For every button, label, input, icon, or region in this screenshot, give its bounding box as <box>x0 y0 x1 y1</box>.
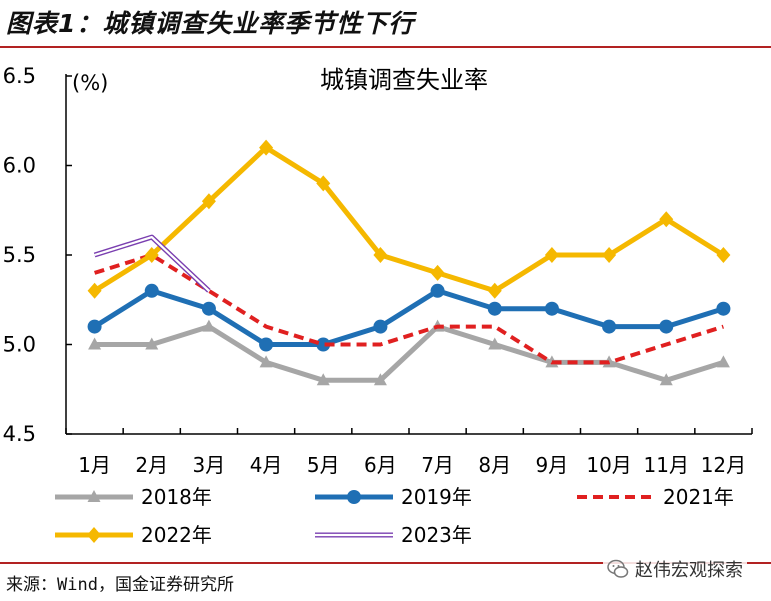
legend-label: 2018年 <box>141 485 212 509</box>
y-axis-unit: (%) <box>72 71 108 95</box>
y-tick-label: 4.5 <box>3 422 36 446</box>
y-tick-label: 5.5 <box>3 243 36 267</box>
triangle-marker <box>316 373 330 386</box>
x-tick-label: 9月 <box>536 453 569 477</box>
triangle-marker <box>373 373 387 386</box>
series-line-inner <box>94 236 210 292</box>
diamond-marker <box>544 247 559 263</box>
x-tick-label: 5月 <box>307 453 340 477</box>
legend-label: 2023年 <box>401 523 472 547</box>
triangle-marker <box>259 355 273 368</box>
diamond-marker <box>602 247 617 263</box>
diamond-marker <box>316 175 331 192</box>
circle-marker <box>144 283 159 298</box>
x-tick-label: 12月 <box>701 453 746 477</box>
series-2019 <box>87 283 731 352</box>
circle-marker <box>201 301 216 316</box>
circle-marker <box>487 301 502 316</box>
triangle-marker <box>145 337 159 350</box>
circle-marker <box>316 337 331 352</box>
wechat-icon <box>607 559 629 578</box>
triangle-marker <box>716 355 730 368</box>
y-tick-label: 5.0 <box>3 333 36 357</box>
figure-title: 图表1：城镇调查失业率季节性下行 <box>6 9 415 38</box>
triangle-marker <box>488 337 502 350</box>
x-tick-label: 7月 <box>421 453 454 477</box>
source-note: 来源：Wind，国金证券研究所 <box>6 575 234 595</box>
series-layer <box>87 139 731 386</box>
axes: 4.5 5.0 5.5 6.0 6.5 1月 2月 3月 4月 5月 6月 7月 8月 9月 10月 11月 1… <box>3 64 753 477</box>
diamond-marker <box>144 247 159 263</box>
diamond-marker <box>373 247 388 263</box>
unemployment-rate-chart: 城镇调查失业率 (%) 4.5 5.0 5.5 6.0 6.5 1月 2月 3月 4月 5月 6月 7… <box>3 64 753 547</box>
circle-marker <box>544 301 559 316</box>
x-tick-label: 1月 <box>78 453 111 477</box>
circle-marker <box>716 301 731 316</box>
triangle-marker <box>88 337 102 350</box>
x-tick-label: 10月 <box>586 453 631 477</box>
triangle-marker <box>659 373 673 386</box>
circle-marker <box>659 319 674 334</box>
circle-marker <box>373 319 388 334</box>
y-tick-label: 6.5 <box>3 64 36 88</box>
circle-marker <box>602 319 617 334</box>
circle-marker <box>430 283 445 298</box>
triangle-marker <box>202 319 216 332</box>
source-rule <box>0 562 771 564</box>
series-line <box>94 324 725 383</box>
series-2022 <box>87 139 731 299</box>
diamond-marker <box>659 211 674 228</box>
legend-item-2018: 2018年 <box>55 485 212 509</box>
x-tick-label: 11月 <box>644 453 689 477</box>
x-tick-label: 6月 <box>364 453 397 477</box>
legend-item-2019: 2019年 <box>315 485 472 509</box>
series-2018 <box>88 319 730 386</box>
diamond-marker <box>487 282 502 299</box>
x-tick-label: 8月 <box>478 453 511 477</box>
series-2023 <box>93 234 211 293</box>
title-rule <box>0 46 771 48</box>
y-tick-label: 6.0 <box>3 154 36 178</box>
x-tick-label: 2月 <box>135 453 168 477</box>
diamond-marker <box>430 264 445 281</box>
legend-label: 2021年 <box>663 485 734 509</box>
legend-label: 2019年 <box>401 485 472 509</box>
x-tick-label: 4月 <box>250 453 283 477</box>
circle-marker <box>347 490 361 504</box>
circle-marker <box>87 319 102 334</box>
legend: 2018年 2019年 2021年 2022年 2023年 <box>55 485 734 547</box>
diamond-marker <box>87 527 101 543</box>
series-line <box>93 288 725 347</box>
triangle-marker <box>87 490 101 502</box>
watermark-text: 赵伟宏观探索 <box>635 560 743 581</box>
watermark: 赵伟宏观探索 <box>603 556 747 582</box>
legend-item-2021: 2021年 <box>577 485 734 509</box>
circle-marker <box>259 337 274 352</box>
legend-item-2022: 2022年 <box>55 523 212 547</box>
diamond-marker <box>259 139 274 156</box>
diamond-marker <box>201 193 216 210</box>
x-tick-label: 3月 <box>193 453 226 477</box>
legend-item-2023: 2023年 <box>315 523 472 547</box>
diamond-marker <box>716 247 731 263</box>
chart-title: 城镇调查失业率 <box>320 66 488 94</box>
legend-label: 2022年 <box>141 523 212 547</box>
diamond-marker <box>87 282 102 299</box>
series-line <box>93 145 725 294</box>
